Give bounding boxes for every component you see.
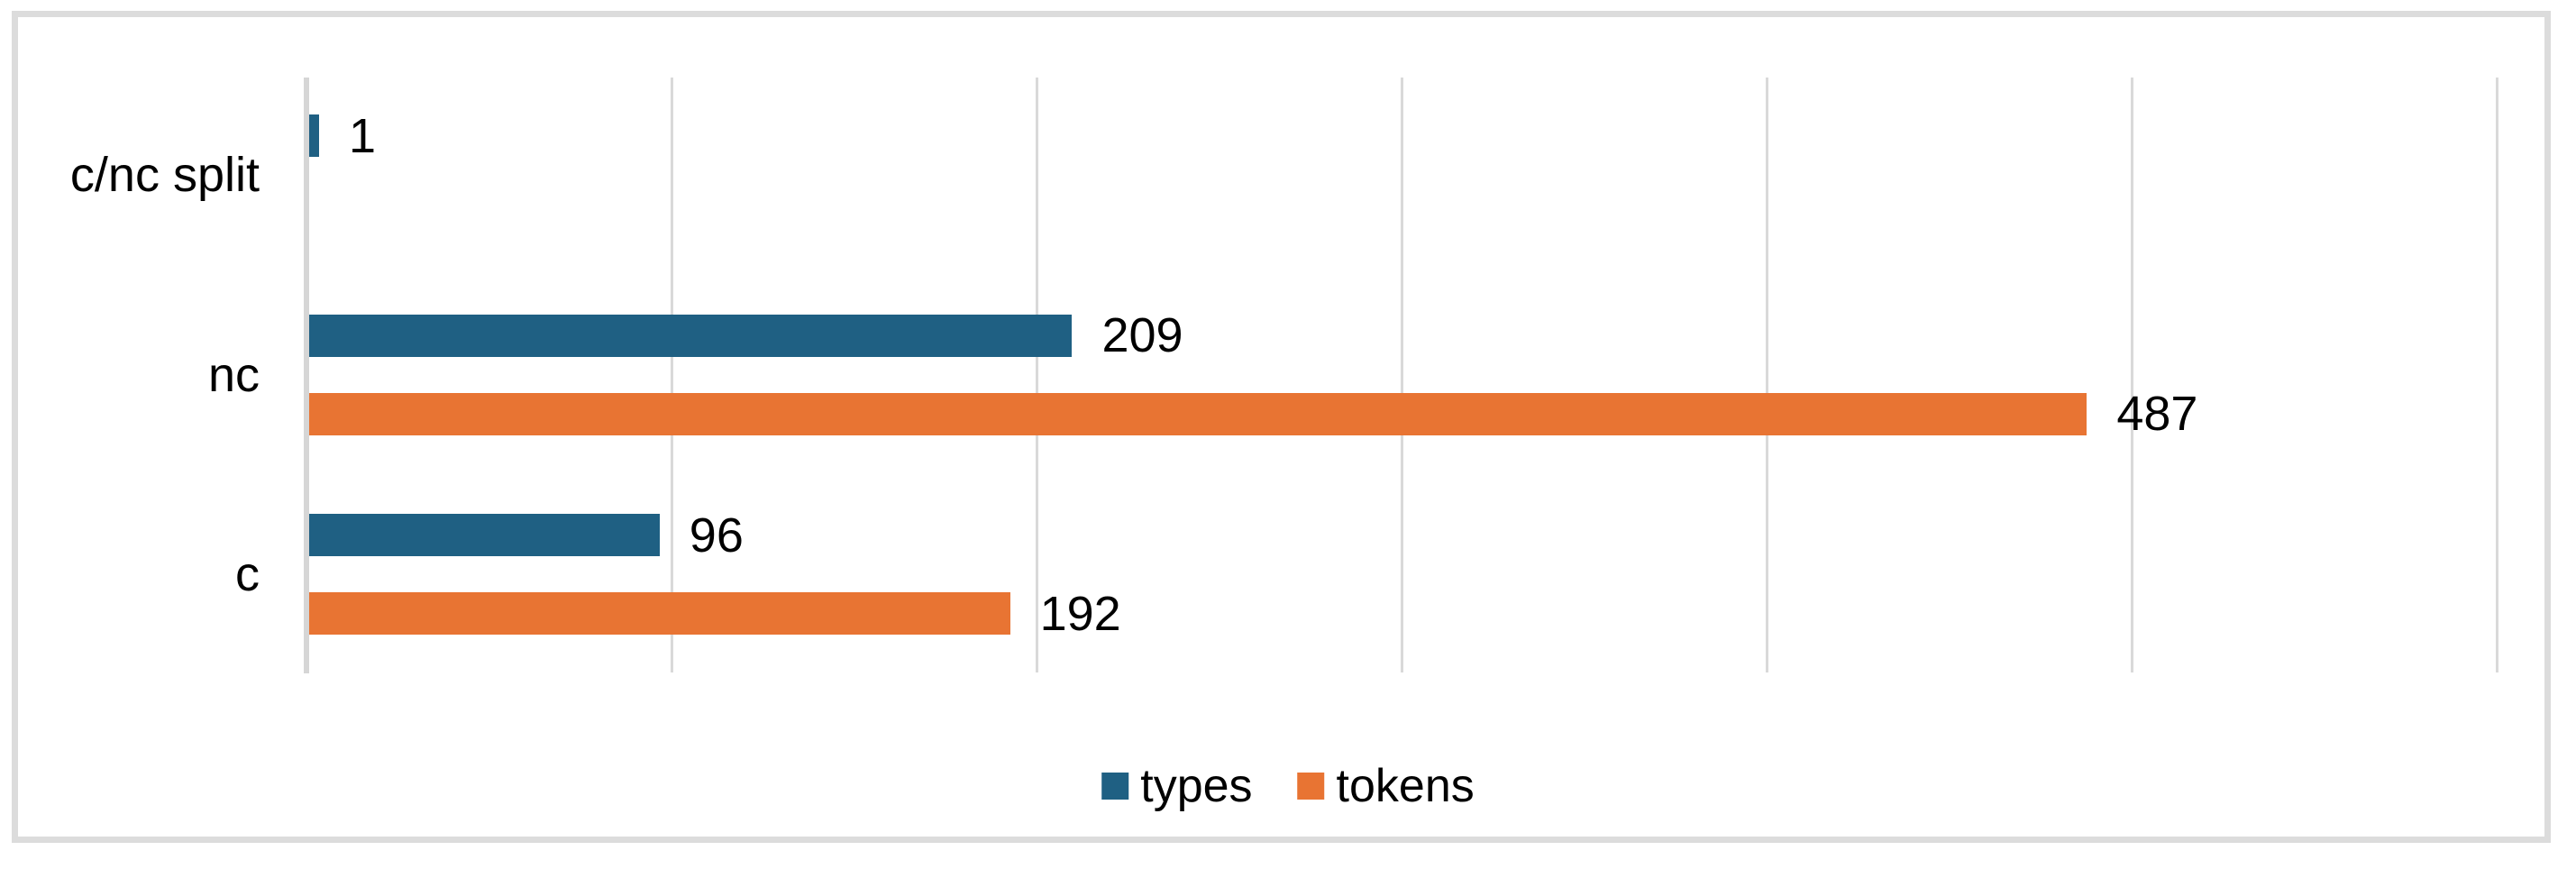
legend: types tokens — [1101, 763, 1475, 809]
data-label: 487 — [2116, 387, 2198, 441]
value-axis-line — [304, 78, 309, 673]
data-label: 96 — [689, 508, 744, 562]
data-label: 1 — [349, 108, 377, 163]
legend-swatch-icon — [1297, 773, 1325, 800]
gridline — [2495, 78, 2498, 672]
gridline — [1035, 78, 1038, 672]
gridline — [1400, 78, 1403, 672]
chart-border — [12, 11, 2551, 843]
gridline — [670, 78, 673, 672]
category-label: c/nc split — [69, 148, 260, 202]
bar-types — [309, 114, 319, 157]
gridline — [2130, 78, 2133, 672]
legend-item-tokens: tokens — [1297, 760, 1475, 812]
legend-item-types: types — [1101, 760, 1253, 812]
bar-tokens — [309, 592, 1010, 635]
bar-tokens — [309, 392, 2087, 435]
data-label: 192 — [1039, 586, 1121, 641]
bar-types — [309, 514, 660, 556]
category-label: c — [235, 547, 260, 601]
legend-swatch-icon — [1101, 773, 1129, 800]
legend-label: tokens — [1336, 760, 1475, 812]
data-label: 209 — [1101, 308, 1183, 362]
gridline — [1765, 78, 1768, 672]
category-label: nc — [207, 347, 260, 402]
legend-label: types — [1140, 760, 1253, 812]
bar-types — [309, 314, 1073, 357]
